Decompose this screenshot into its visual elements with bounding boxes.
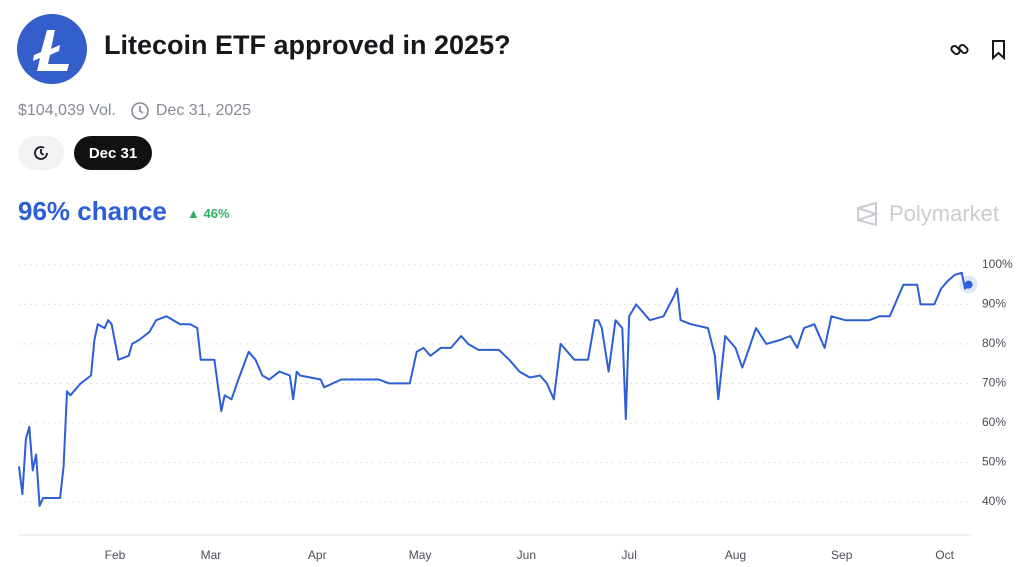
x-tick-label: Mar bbox=[201, 548, 222, 562]
change-value: 46% bbox=[203, 206, 230, 221]
y-tick-label: 50% bbox=[982, 455, 1006, 469]
y-tick-label: 60% bbox=[982, 415, 1006, 429]
x-tick-label: Feb bbox=[105, 548, 126, 562]
volume: $104,039 Vol. bbox=[18, 102, 116, 119]
market-title: Litecoin ETF approved in 2025? bbox=[104, 30, 511, 60]
price-line bbox=[18, 271, 970, 507]
brand: Polymarket bbox=[855, 201, 999, 227]
x-tick-label: Jul bbox=[622, 548, 637, 562]
y-tick-label: 90% bbox=[982, 297, 1006, 311]
litecoin-logo bbox=[17, 14, 87, 84]
x-tick-label: Aug bbox=[725, 548, 746, 562]
end-dot bbox=[964, 280, 973, 289]
y-tick-label: 40% bbox=[982, 494, 1006, 508]
x-tick-label: Oct bbox=[935, 548, 954, 562]
y-tick-label: 100% bbox=[982, 257, 1013, 271]
y-tick-label: 70% bbox=[982, 376, 1006, 390]
date-tab[interactable]: Dec 31 bbox=[74, 136, 152, 170]
x-tick-label: Apr bbox=[308, 548, 327, 562]
clock-icon bbox=[131, 102, 149, 120]
link-icon[interactable] bbox=[948, 38, 972, 62]
end-date: Dec 31, 2025 bbox=[155, 102, 252, 119]
chance: 96% chance bbox=[18, 196, 167, 226]
brand-name: Polymarket bbox=[889, 201, 1000, 226]
bookmark-icon[interactable] bbox=[988, 38, 1010, 62]
y-tick-label: 80% bbox=[982, 336, 1006, 350]
x-tick-label: Sep bbox=[831, 548, 853, 562]
meta: $104,039 Vol. Dec 31, 2025 bbox=[18, 101, 251, 121]
change: ▲ 46% bbox=[187, 206, 230, 221]
x-tick-label: Jun bbox=[517, 548, 536, 562]
tabs: Dec 31 bbox=[18, 136, 152, 170]
x-tick-label: May bbox=[409, 548, 432, 562]
history-icon bbox=[34, 146, 48, 160]
history-tab[interactable] bbox=[18, 136, 64, 170]
brand-logo bbox=[857, 201, 880, 227]
